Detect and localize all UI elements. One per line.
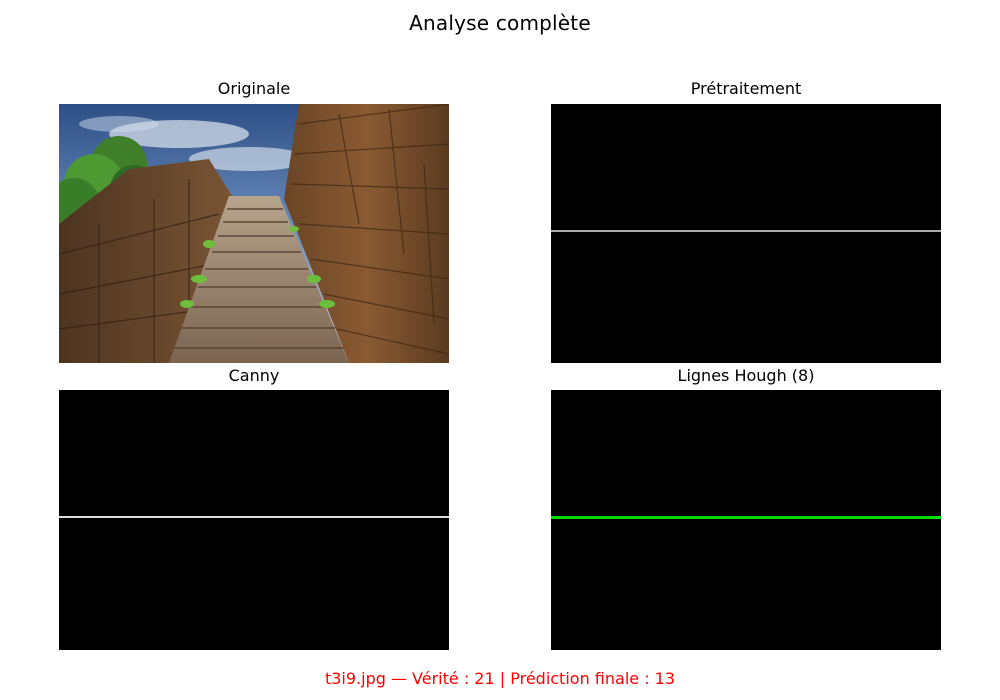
figure-title: Analyse complète <box>409 11 591 35</box>
panel-title-original: Originale <box>217 79 291 98</box>
preprocessing-image <box>551 104 941 363</box>
hough-detected-line <box>551 516 941 519</box>
panel-title-hough: Lignes Hough (8) <box>677 366 815 385</box>
staircase-photo <box>59 104 449 363</box>
original-image <box>59 104 449 363</box>
canny-image <box>59 390 449 650</box>
result-caption: t3i9.jpg — Vérité : 21 | Prédiction fina… <box>324 669 676 688</box>
panel-title-preprocessing: Prétraitement <box>690 79 802 98</box>
canny-edge-line <box>59 516 449 518</box>
hough-lines-image <box>551 390 941 650</box>
panel-title-canny: Canny <box>228 366 280 385</box>
preprocessing-horizontal-line <box>551 230 941 232</box>
